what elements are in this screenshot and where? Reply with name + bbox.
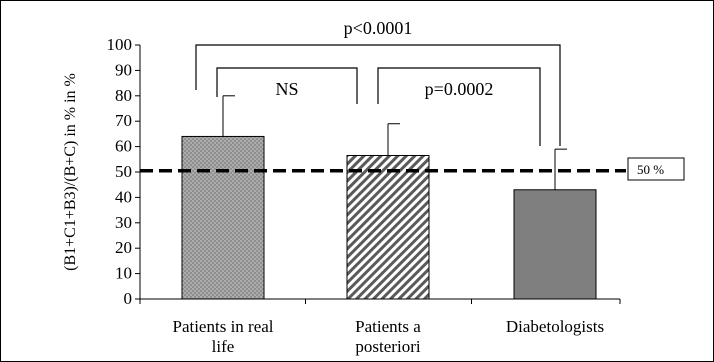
x-category-label: Patients a	[355, 317, 421, 336]
y-tick-label: 20	[115, 238, 132, 257]
x-category-label: Patients in real	[172, 317, 273, 336]
y-axis-label: (B1+C1+B3)/(B+C) in % in %	[62, 73, 79, 271]
y-tick-label: 0	[124, 289, 133, 308]
reference-label-box	[627, 157, 685, 181]
bar-3	[513, 189, 597, 300]
significance-label-3: p<0.0001	[344, 18, 413, 38]
y-tick-label: 50	[115, 162, 132, 181]
significance-label-1: NS	[275, 79, 298, 99]
significance-bracket-1	[216, 67, 358, 104]
significance-bracket-3	[195, 44, 561, 146]
y-tick-label: 90	[115, 60, 132, 79]
y-tick-label: 40	[115, 187, 132, 206]
y-tick-label: 30	[115, 213, 132, 232]
bar-2	[346, 154, 430, 300]
y-tick-label: 70	[115, 111, 132, 130]
significance-bracket-2	[377, 67, 541, 146]
y-tick-label: 100	[107, 35, 133, 54]
reference-label: 50 %	[637, 162, 664, 177]
y-tick-label: 10	[115, 264, 132, 283]
significance-label-2: p=0.0002	[425, 79, 494, 99]
x-category-label: life	[212, 337, 235, 356]
y-tick-label: 80	[115, 86, 132, 105]
x-category-label: posteriori	[355, 337, 420, 356]
y-tick-label: 60	[115, 137, 132, 156]
x-category-label: Diabetologists	[506, 317, 604, 336]
bar-1	[181, 135, 265, 300]
